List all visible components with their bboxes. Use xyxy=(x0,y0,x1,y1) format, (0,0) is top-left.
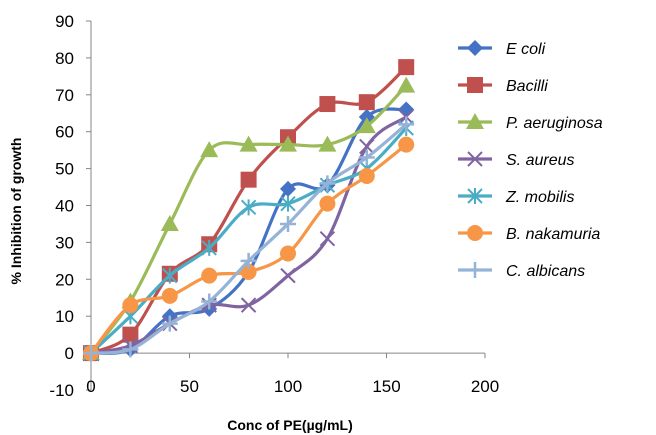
y-tick-label: 10 xyxy=(55,307,74,326)
series-c-albicans xyxy=(83,116,415,362)
data-point xyxy=(201,267,218,284)
y-tick-label: 30 xyxy=(55,233,74,252)
legend-label: E coli xyxy=(506,41,546,58)
y-tick-label: 20 xyxy=(55,270,74,289)
x-tick-label: 50 xyxy=(180,377,199,396)
series-z-mobilis xyxy=(83,120,414,362)
data-point xyxy=(319,175,336,192)
legend-marker xyxy=(467,225,483,241)
series-line xyxy=(90,115,408,355)
x-tick-label: 100 xyxy=(274,377,302,396)
data-point xyxy=(398,59,415,76)
legend-marker xyxy=(467,188,483,204)
data-point xyxy=(240,171,257,188)
data-point xyxy=(358,149,375,166)
legend-item-z-mobilis: Z. mobilis xyxy=(458,188,574,206)
legend-label: B. nakamuria xyxy=(506,226,600,243)
data-point xyxy=(160,214,179,231)
x-axis-title: Conc of PE(µg/mL) xyxy=(227,417,353,433)
data-point xyxy=(280,215,296,232)
legend-marker xyxy=(467,40,483,56)
data-point xyxy=(201,293,218,310)
data-point xyxy=(240,252,257,269)
y-tick-label: -10 xyxy=(49,381,74,400)
data-point xyxy=(398,101,415,118)
data-point xyxy=(319,231,336,247)
data-point xyxy=(280,180,296,197)
series-b-nakamuria xyxy=(83,136,415,362)
data-point xyxy=(319,96,336,113)
y-tick-label: 50 xyxy=(55,160,74,179)
data-point xyxy=(280,267,296,284)
legend-marker xyxy=(467,77,483,93)
legend-marker xyxy=(467,262,483,278)
legend-item-bacilli: Bacilli xyxy=(458,77,548,95)
y-tick-label: 60 xyxy=(55,123,74,142)
data-point xyxy=(359,138,375,155)
data-point xyxy=(122,341,139,358)
x-tick-label: 0 xyxy=(86,377,95,396)
data-point xyxy=(398,116,415,133)
legend-item-c-albicans: C. albicans xyxy=(458,262,585,280)
data-point xyxy=(318,135,337,152)
data-point xyxy=(161,287,178,304)
data-point xyxy=(398,136,415,153)
data-point xyxy=(280,245,296,262)
x-tick-label: 150 xyxy=(372,377,400,396)
y-tick-label: 40 xyxy=(55,197,74,216)
legend-marker xyxy=(466,113,484,129)
data-point xyxy=(240,199,257,216)
legend-item-b-nakamuria: B. nakamuria xyxy=(458,225,600,243)
y-axis-title: % Inhibition of growth xyxy=(8,138,24,285)
y-tick-label: 90 xyxy=(55,12,74,31)
data-point xyxy=(279,135,297,152)
legend-marker xyxy=(467,151,483,167)
legend-item-e-coli: E coli xyxy=(458,40,546,58)
data-point xyxy=(122,297,139,314)
data-point xyxy=(201,239,217,256)
legend-item-s-aureus: S. aureus xyxy=(458,151,574,169)
data-point xyxy=(122,326,139,343)
y-tick-label: 0 xyxy=(65,344,74,363)
data-point xyxy=(240,263,257,280)
data-point xyxy=(358,94,375,111)
y-tick-label: 80 xyxy=(55,49,74,68)
data-point xyxy=(397,76,416,93)
data-point xyxy=(280,195,296,212)
data-point xyxy=(200,141,219,158)
data-point xyxy=(240,297,257,313)
legend: E coli Bacilli P. aeruginosa S. aureus Z. mo… xyxy=(458,40,603,280)
series-line xyxy=(89,84,408,355)
legend-label: S. aureus xyxy=(506,152,574,169)
data-point xyxy=(83,345,99,362)
data-point xyxy=(357,117,376,134)
legend-label: Bacilli xyxy=(506,78,548,95)
legend-item-p-aeruginosa: P. aeruginosa xyxy=(458,113,603,132)
legend-label: Z. mobilis xyxy=(505,189,574,206)
data-point xyxy=(239,135,258,152)
legend-label: C. albicans xyxy=(506,263,585,280)
legend-label: P. aeruginosa xyxy=(506,115,603,132)
x-tick-label: 200 xyxy=(471,377,499,396)
data-point xyxy=(162,267,178,284)
axes: -10 0 10 20 30 40 50 60 70 80 90 0 50 100 150 200 xyxy=(49,12,499,400)
data-point xyxy=(358,167,375,184)
data-point xyxy=(161,315,178,332)
plot-area xyxy=(82,59,416,362)
data-point xyxy=(319,195,336,212)
y-tick-label: 70 xyxy=(55,86,74,105)
